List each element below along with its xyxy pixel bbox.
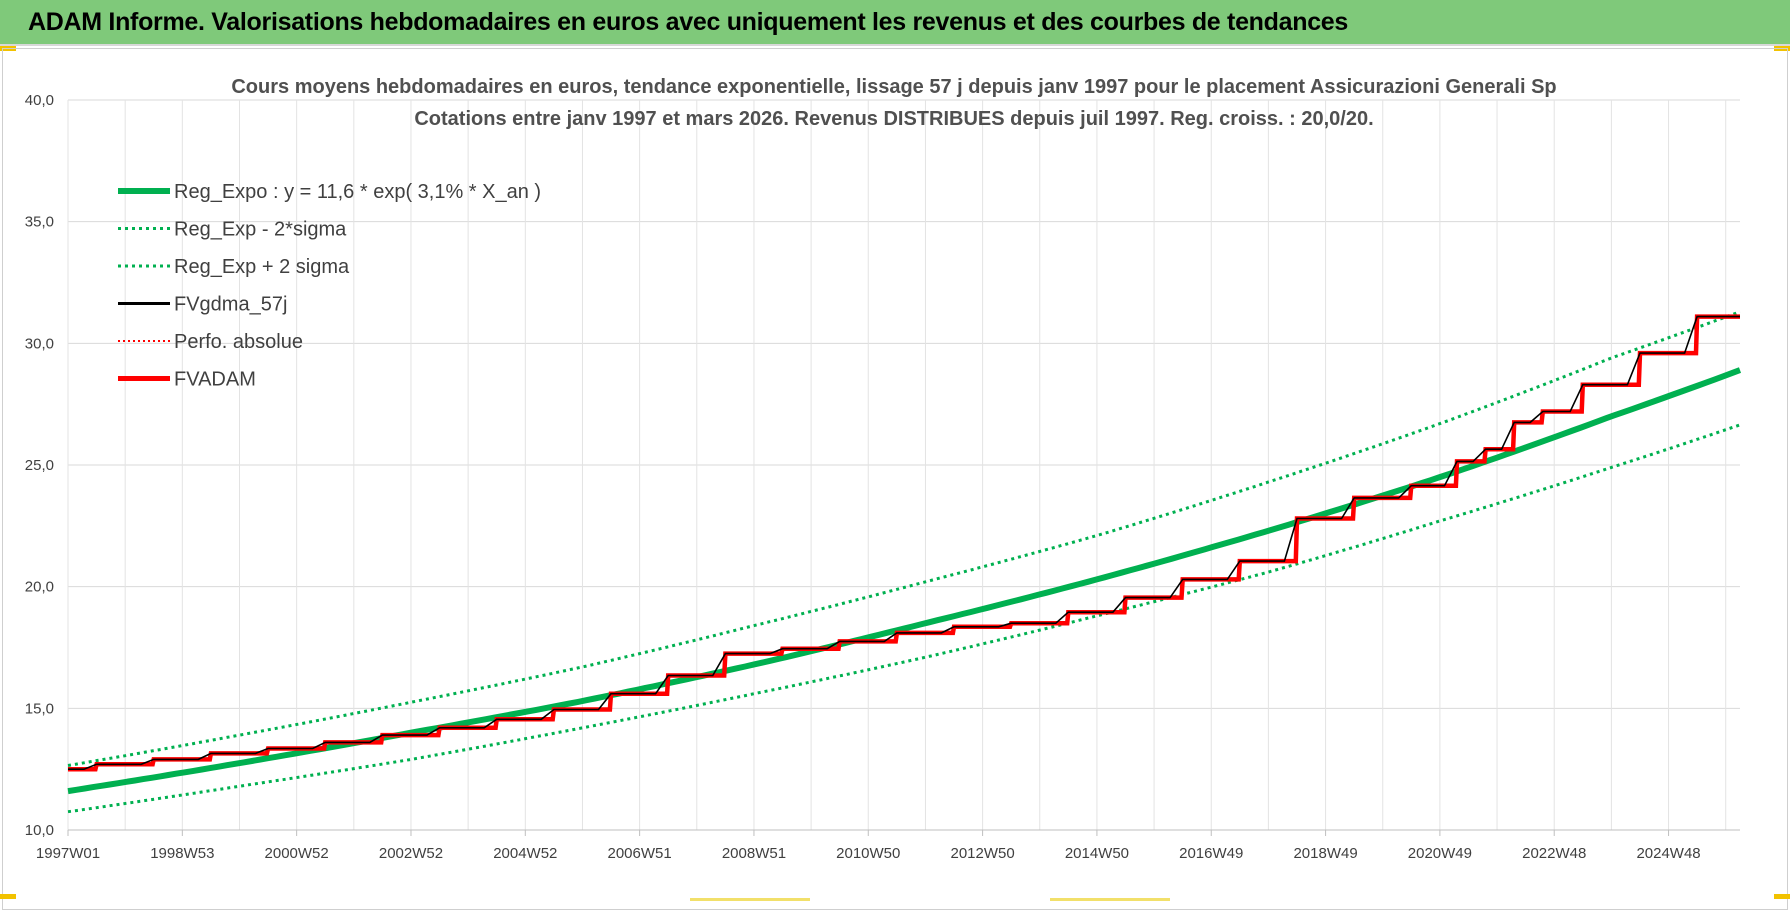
series-reg-exp-minus [67,423,1741,814]
legend-fvgdma-label: FVgdma_57j [174,294,287,316]
x-tick-label: 2024W48 [1636,845,1700,862]
series-fvadam [68,314,1740,772]
legend-reg-exp-plus-label: Reg_Exp + 2 sigma [174,256,350,278]
corner-marker-bottom-left [0,894,16,899]
x-tick-label: 2010W50 [836,845,900,862]
report-banner: ADAM Informe. Valorisations hebdomadaire… [0,0,1790,46]
legend: Reg_Expo : y = 11,6 * exp( 3,1% * X_an )… [118,181,541,391]
series-reg-expo [67,367,1742,795]
series-fvgdma [68,315,1740,770]
x-tick-label: 2004W52 [493,845,557,862]
chart-subtitle: Cotations entre janv 1997 et mars 2026. … [414,108,1373,130]
report-title: ADAM Informe. Valorisations hebdomadaire… [28,8,1349,36]
chart-frame [2,48,1788,910]
y-tick-label: 30,0 [25,335,54,352]
x-tick-label: 2000W52 [265,845,329,862]
x-tick-label: 2016W49 [1179,845,1243,862]
series-reg-exp-plus [67,310,1741,767]
legend-perfo-absolue-label: Perfo. absolue [174,331,303,353]
legend-reg-exp-minus-label: Reg_Exp - 2*sigma [174,219,347,241]
corner-marker-bottom-right [1774,894,1790,899]
y-tick-label: 25,0 [25,457,54,474]
x-tick-label: 2018W49 [1293,845,1357,862]
legend-reg-expo-label: Reg_Expo : y = 11,6 * exp( 3,1% * X_an ) [174,181,541,203]
x-axis: 1997W01 1998W53 2000W52 2002W52 2004W52 2006W… [36,829,1740,862]
y-tick-label: 20,0 [25,579,54,596]
x-tick-label: 1997W01 [36,845,100,862]
x-tick-label: 2008W51 [722,845,786,862]
x-tick-label: 2022W48 [1522,845,1586,862]
x-tick-label: 2006W51 [608,845,672,862]
y-tick-label: 35,0 [25,214,54,231]
y-axis: 10,0 15,0 20,0 25,0 30,0 35,0 40,0 [25,92,54,839]
chart-title: Cours moyens hebdomadaires en euros, ten… [231,76,1556,98]
x-tick-label: 2014W50 [1065,845,1129,862]
footer-accent-1 [690,898,810,901]
y-tick-label: 15,0 [25,700,54,717]
y-tick-label: 40,0 [25,92,54,109]
x-tick-label: 2012W50 [950,845,1014,862]
x-tick-label: 1998W53 [150,845,214,862]
y-tick-label: 10,0 [25,822,54,839]
legend-fvadam-label: FVADAM [174,369,256,391]
series-lines [67,310,1742,814]
x-tick-label: 2020W49 [1408,845,1472,862]
footer-accent-2 [1050,898,1170,901]
x-tick-label: 2002W52 [379,845,443,862]
grid-lines [67,99,1740,831]
